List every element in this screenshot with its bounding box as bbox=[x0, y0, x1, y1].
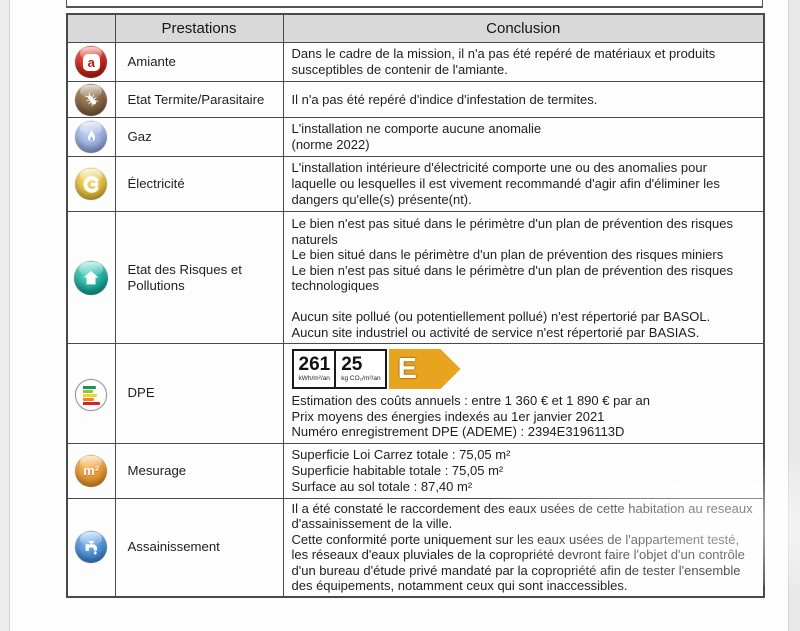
table-row-electricite: Électricité L'installation intérieure d'… bbox=[66, 156, 765, 212]
table-row-mesurage: m² Mesurage Superficie Loi Carrez totale… bbox=[66, 442, 765, 499]
prestation-label: Mesurage bbox=[114, 442, 284, 499]
conclusion-text: Il a été constaté le raccordement des ea… bbox=[282, 497, 765, 598]
prestations-conclusion-table: Prestations Conclusion a Amiante Dans le… bbox=[66, 13, 765, 599]
table-row-dpe: DPE 261 kWh/m²/an 25 kg CO₂/m²/an bbox=[66, 343, 765, 444]
dpe-energy-bars-icon bbox=[75, 379, 108, 411]
dpe-co2-unit: kg CO₂/m²/an bbox=[341, 375, 381, 382]
prestation-label: Gaz bbox=[114, 117, 284, 157]
asbestos-icon: a bbox=[75, 46, 108, 78]
table-row-assainissement: Assainissement Il a été constaté le racc… bbox=[66, 497, 765, 598]
prestation-label: DPE bbox=[114, 343, 284, 444]
house-risk-icon bbox=[74, 260, 109, 295]
conclusion-text: Le bien n'est pas situé dans le périmètr… bbox=[282, 211, 765, 344]
header-conclusion: Conclusion bbox=[282, 13, 765, 43]
dpe-class-letter: E bbox=[397, 352, 417, 385]
square-meter-icon: m² bbox=[75, 454, 108, 487]
previous-table-bottom-edge bbox=[66, 0, 763, 8]
termite-icon bbox=[75, 83, 108, 116]
table-row-amiante: a Amiante Dans le cadre de la mission, i… bbox=[66, 42, 765, 82]
page-left-margin bbox=[0, 0, 10, 631]
dpe-energy-value: 261 bbox=[298, 354, 331, 375]
dpe-energy-label-badge: 261 kWh/m²/an 25 kg CO₂/m²/an E bbox=[291, 349, 756, 389]
prestation-label: Etat des Risques et Pollutions bbox=[114, 211, 284, 344]
conclusion-text: Superficie Loi Carrez totale : 75,05 m² … bbox=[282, 442, 765, 499]
prestation-label: Amiante bbox=[114, 42, 284, 82]
dpe-energy-unit: kWh/m²/an bbox=[298, 375, 330, 382]
conclusion-text: Il n'a pas été repéré d'indice d'infesta… bbox=[282, 81, 765, 118]
dpe-class-arrow: E bbox=[388, 349, 461, 389]
prestation-label: Assainissement bbox=[114, 497, 284, 598]
conclusion-text: L'installation intérieure d'électricité … bbox=[282, 156, 765, 212]
electric-plug-icon bbox=[75, 168, 108, 200]
prestation-label: Électricité bbox=[114, 156, 284, 212]
table-row-termite: Etat Termite/Parasitaire Il n'a pas été … bbox=[66, 81, 765, 118]
conclusion-text: L'installation ne comporte aucune anomal… bbox=[282, 117, 765, 157]
gas-flame-icon bbox=[75, 121, 108, 153]
conclusion-text: Dans le cadre de la mission, il n'a pas … bbox=[282, 42, 765, 82]
table-row-risques: Etat des Risques et Pollutions Le bien n… bbox=[66, 211, 765, 344]
dpe-co2-value: 25 bbox=[341, 354, 363, 375]
faucet-icon bbox=[75, 531, 108, 564]
page-right-margin bbox=[788, 0, 800, 631]
conclusion-text: Estimation des coûts annuels : entre 1 3… bbox=[291, 393, 650, 439]
header-prestations: Prestations bbox=[114, 13, 284, 43]
prestation-label: Etat Termite/Parasitaire bbox=[114, 81, 284, 118]
table-row-gaz: Gaz L'installation ne comporte aucune an… bbox=[66, 117, 765, 157]
table-header-row: Prestations Conclusion bbox=[66, 13, 765, 43]
header-icon-column bbox=[66, 13, 116, 43]
